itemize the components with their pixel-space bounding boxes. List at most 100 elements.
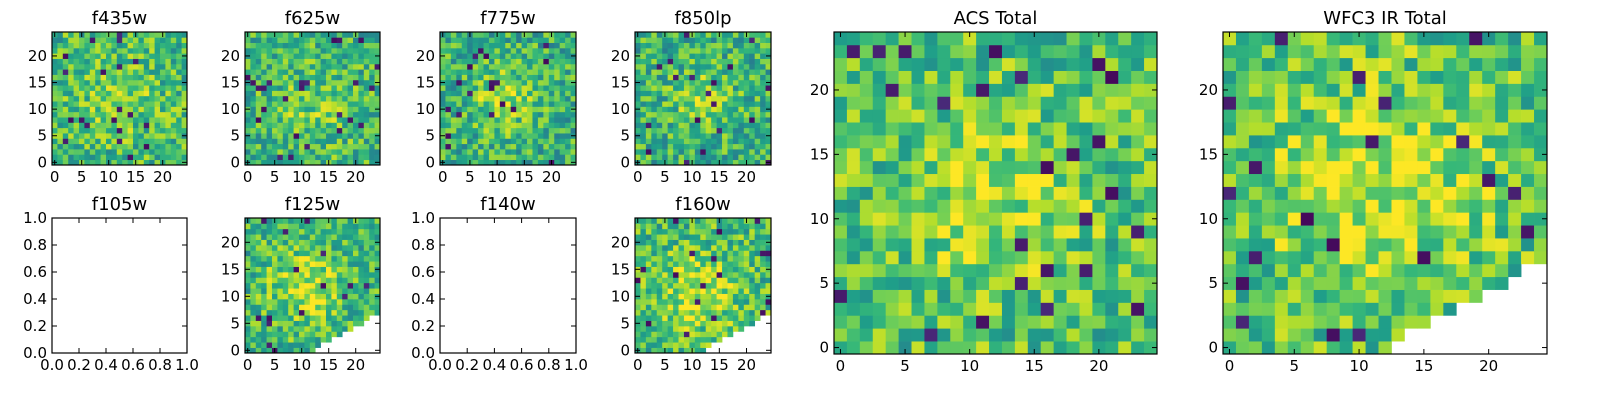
x-tick-label: 0 [438,168,448,186]
heatmap-cell [565,117,571,123]
heatmap-cell [133,69,139,75]
heatmap-cell [176,69,182,75]
heatmap-cell [505,159,512,166]
heatmap-cell [667,37,674,43]
heatmap-cell [859,44,874,59]
heatmap-cell [689,127,696,134]
heatmap-cell [1287,199,1302,213]
heatmap-cell [1417,173,1431,187]
heatmap-cell [989,44,1003,59]
heatmap-cell [765,282,772,289]
heatmap-cell [84,111,91,118]
heatmap-cell [293,79,300,86]
heatmap-cell [100,37,107,43]
heatmap-cell [1053,212,1067,226]
heatmap-cell [537,79,544,86]
heatmap-cell [1131,276,1145,290]
heatmap-cell [336,277,343,284]
heatmap-cell [347,101,354,107]
heatmap-cell [760,138,766,145]
heatmap-cell [1391,212,1405,226]
heatmap-cell [667,69,674,75]
heatmap-cell [743,309,750,316]
x-tick-label: 0.0 [428,356,452,374]
heatmap-cell [989,341,1003,355]
heatmap-cell [363,143,370,150]
heatmap-cell [732,117,739,123]
heatmap-cell [336,218,343,224]
heatmap-cell [1339,135,1353,149]
heatmap-cell [924,44,938,59]
heatmap-cell [700,320,707,327]
heatmap-cell [165,63,172,70]
heatmap-cell [181,42,188,49]
heatmap-cell [165,95,172,102]
heatmap-cell [483,133,490,139]
heatmap-cell [662,138,668,145]
heatmap-cell [299,69,305,75]
heatmap-cell [369,223,375,230]
heatmap-cell [705,336,712,343]
heatmap-cell [331,127,338,134]
heatmap-cell [1066,96,1080,110]
heatmap-cell [154,106,161,113]
heatmap-cell [84,117,91,123]
heatmap-cell [456,85,463,91]
heatmap-cell [57,47,64,54]
heatmap-cell [374,288,381,294]
heatmap-cell [326,117,332,123]
heatmap-cell [299,228,305,235]
heatmap-cell [176,133,182,139]
heatmap-cell [1391,315,1405,329]
heatmap-cell [673,143,679,150]
heatmap-cell [548,42,555,49]
heatmap-cell [683,293,690,300]
heatmap-cell [288,277,294,284]
heatmap-cell [1053,160,1067,175]
heatmap-cell [111,90,118,97]
heatmap-cell [727,47,734,54]
heatmap-cell [116,47,123,54]
heatmap-cell [1040,70,1054,84]
heatmap-cell [277,250,284,257]
heatmap-cell [911,199,925,213]
heatmap-cell [331,159,338,166]
heatmap-cell [689,95,696,102]
heatmap-cell [846,289,861,303]
heatmap-cell [245,309,251,316]
heatmap-cell [911,96,925,110]
heatmap-cell [924,225,938,239]
heatmap-cell [673,234,679,240]
heatmap-cell [1274,276,1289,290]
heatmap-cell [749,85,756,91]
heatmap-cell [282,127,289,134]
heatmap-cell [1365,212,1379,226]
heatmap-cell [667,47,674,54]
heatmap-cell [738,159,745,166]
heatmap-cell [683,37,690,43]
heatmap-cell [1118,83,1132,97]
heatmap-cell [315,282,321,289]
heatmap-cell [1313,328,1328,342]
heatmap-cell [537,117,544,123]
heatmap-cell [521,79,528,86]
heatmap-cell [116,143,123,150]
heatmap-cell [331,47,338,54]
heatmap-cell [478,79,484,86]
heatmap-cell [565,106,571,113]
heatmap-cell [165,53,172,59]
heatmap-cell [374,218,381,224]
heatmap-cell [1274,122,1289,136]
heatmap-cell [499,32,506,38]
heatmap-cell [570,111,577,118]
heatmap-cell [106,122,112,129]
heatmap-cell [727,138,734,145]
heatmap-cell [1261,199,1276,213]
heatmap-cell [1144,57,1158,71]
heatmap-cell [738,255,745,262]
heatmap-cell [1223,276,1237,290]
heatmap-cell [89,122,96,129]
heatmap-cell [1079,96,1093,110]
